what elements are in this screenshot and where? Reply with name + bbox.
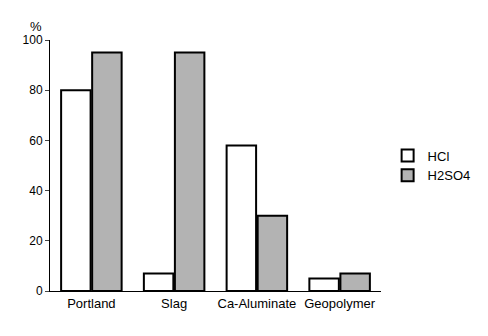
- svg-text:Geopolymer: Geopolymer: [304, 296, 375, 311]
- svg-text:HCl: HCl: [428, 149, 450, 164]
- svg-text:Slag: Slag: [161, 296, 187, 311]
- svg-text:100: 100: [23, 33, 43, 47]
- svg-text:Portland: Portland: [67, 296, 115, 311]
- svg-text:60: 60: [29, 134, 43, 148]
- svg-text:H2SO4: H2SO4: [428, 168, 471, 183]
- svg-text:20: 20: [29, 234, 43, 248]
- svg-text:0: 0: [36, 284, 43, 298]
- svg-text:%: %: [30, 19, 42, 34]
- svg-text:Ca-Aluminate: Ca-Aluminate: [217, 296, 296, 311]
- svg-text:40: 40: [29, 184, 43, 198]
- svg-text:80: 80: [29, 83, 43, 97]
